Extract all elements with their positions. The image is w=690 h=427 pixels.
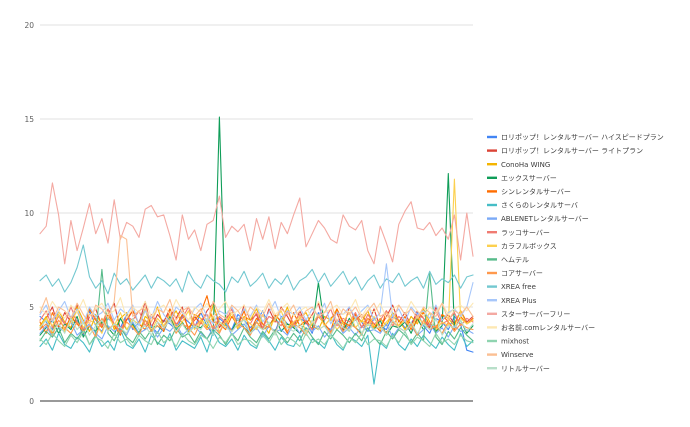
legend-item: ABLENETレンタルサーバー: [487, 214, 589, 223]
legend-label: お名前.comレンタルサーバー: [501, 323, 595, 332]
legend-swatch: [487, 176, 497, 179]
legend-label: ロリポップ！レンタルサーバー ハイスピードプラン: [501, 133, 664, 142]
series-line-15: [39, 330, 474, 349]
series-line-16: [39, 235, 474, 325]
legend-label: ABLENETレンタルサーバー: [501, 214, 589, 223]
legend-item: XREA Plus: [487, 297, 537, 305]
legend-item: mixhost: [487, 338, 529, 346]
series-line-12: [39, 263, 474, 327]
legend-label: ConoHa WING: [501, 161, 550, 169]
legend-swatch: [487, 326, 497, 329]
legend-swatch: [487, 299, 497, 302]
series-lines: [39, 116, 474, 385]
legend-label: スターサーバーフリー: [501, 309, 570, 318]
y-axis: 0 5 10 15 20: [24, 21, 34, 406]
legend-item: さくらのレンタルサーバ: [487, 201, 578, 210]
legend-item: ConoHa WING: [487, 161, 550, 169]
legend-swatch: [487, 135, 497, 139]
legend-swatch: [487, 190, 497, 193]
legend-swatch: [487, 353, 497, 356]
legend-swatch: [487, 271, 497, 275]
legend-label: Winserve: [501, 351, 533, 359]
legend-item: ヘムテル: [487, 256, 529, 264]
y-tick-label: 10: [24, 209, 34, 218]
series-line-11: [39, 244, 474, 295]
legend-swatch: [487, 339, 497, 343]
series-line-17: [39, 317, 474, 336]
legend-label: XREA Plus: [501, 297, 537, 305]
series-line-13: [39, 182, 474, 265]
legend-item: カラフルボックス: [487, 242, 557, 250]
legend-swatch: [487, 163, 497, 166]
legend-item: ラッコサーバー: [487, 229, 550, 237]
y-tick-label: 20: [24, 21, 34, 30]
y-tick-label: 5: [29, 303, 34, 312]
legend-item: コアサーバー: [487, 270, 543, 278]
legend-swatch: [487, 367, 497, 370]
legend-item: エックスサーバー: [487, 174, 557, 182]
legend-label: カラフルボックス: [501, 242, 557, 250]
legend-label: ラッコサーバー: [501, 229, 550, 237]
series-line-8: [39, 178, 474, 334]
legend-item: ロリポップ！レンタルサーバー ライトプラン: [487, 146, 643, 155]
series-line-5: [39, 329, 474, 385]
legend-item: リトルサーバー: [487, 365, 550, 373]
legend-swatch: [487, 231, 497, 234]
legend-swatch: [487, 149, 497, 152]
legend-item: XREA free: [487, 283, 536, 291]
legend-item: Winserve: [487, 351, 533, 359]
legend-label: XREA free: [501, 283, 536, 291]
legend-swatch: [487, 312, 497, 315]
legend-label: mixhost: [501, 338, 529, 346]
legend-item: ロリポップ！レンタルサーバー ハイスピードプラン: [487, 133, 664, 142]
legend-label: ロリポップ！レンタルサーバー ライトプラン: [501, 146, 643, 155]
legend-swatch: [487, 203, 497, 207]
y-tick-label: 15: [24, 115, 34, 124]
legend-item: スターサーバーフリー: [487, 309, 570, 318]
legend-label: リトルサーバー: [501, 365, 550, 373]
y-tick-label: 0: [29, 397, 34, 406]
legend-swatch: [487, 258, 497, 261]
legend-item: シンレンタルサーバー: [487, 187, 571, 196]
legend-label: シンレンタルサーバー: [501, 187, 571, 196]
legend-label: エックスサーバー: [501, 174, 557, 182]
legend-item: お名前.comレンタルサーバー: [487, 323, 595, 332]
legend-label: さくらのレンタルサーバ: [501, 201, 578, 210]
legend-swatch: [487, 285, 497, 288]
legend-swatch: [487, 217, 497, 220]
legend-label: ヘムテル: [501, 256, 529, 264]
legend-swatch: [487, 244, 497, 247]
legend-label: コアサーバー: [501, 270, 543, 278]
